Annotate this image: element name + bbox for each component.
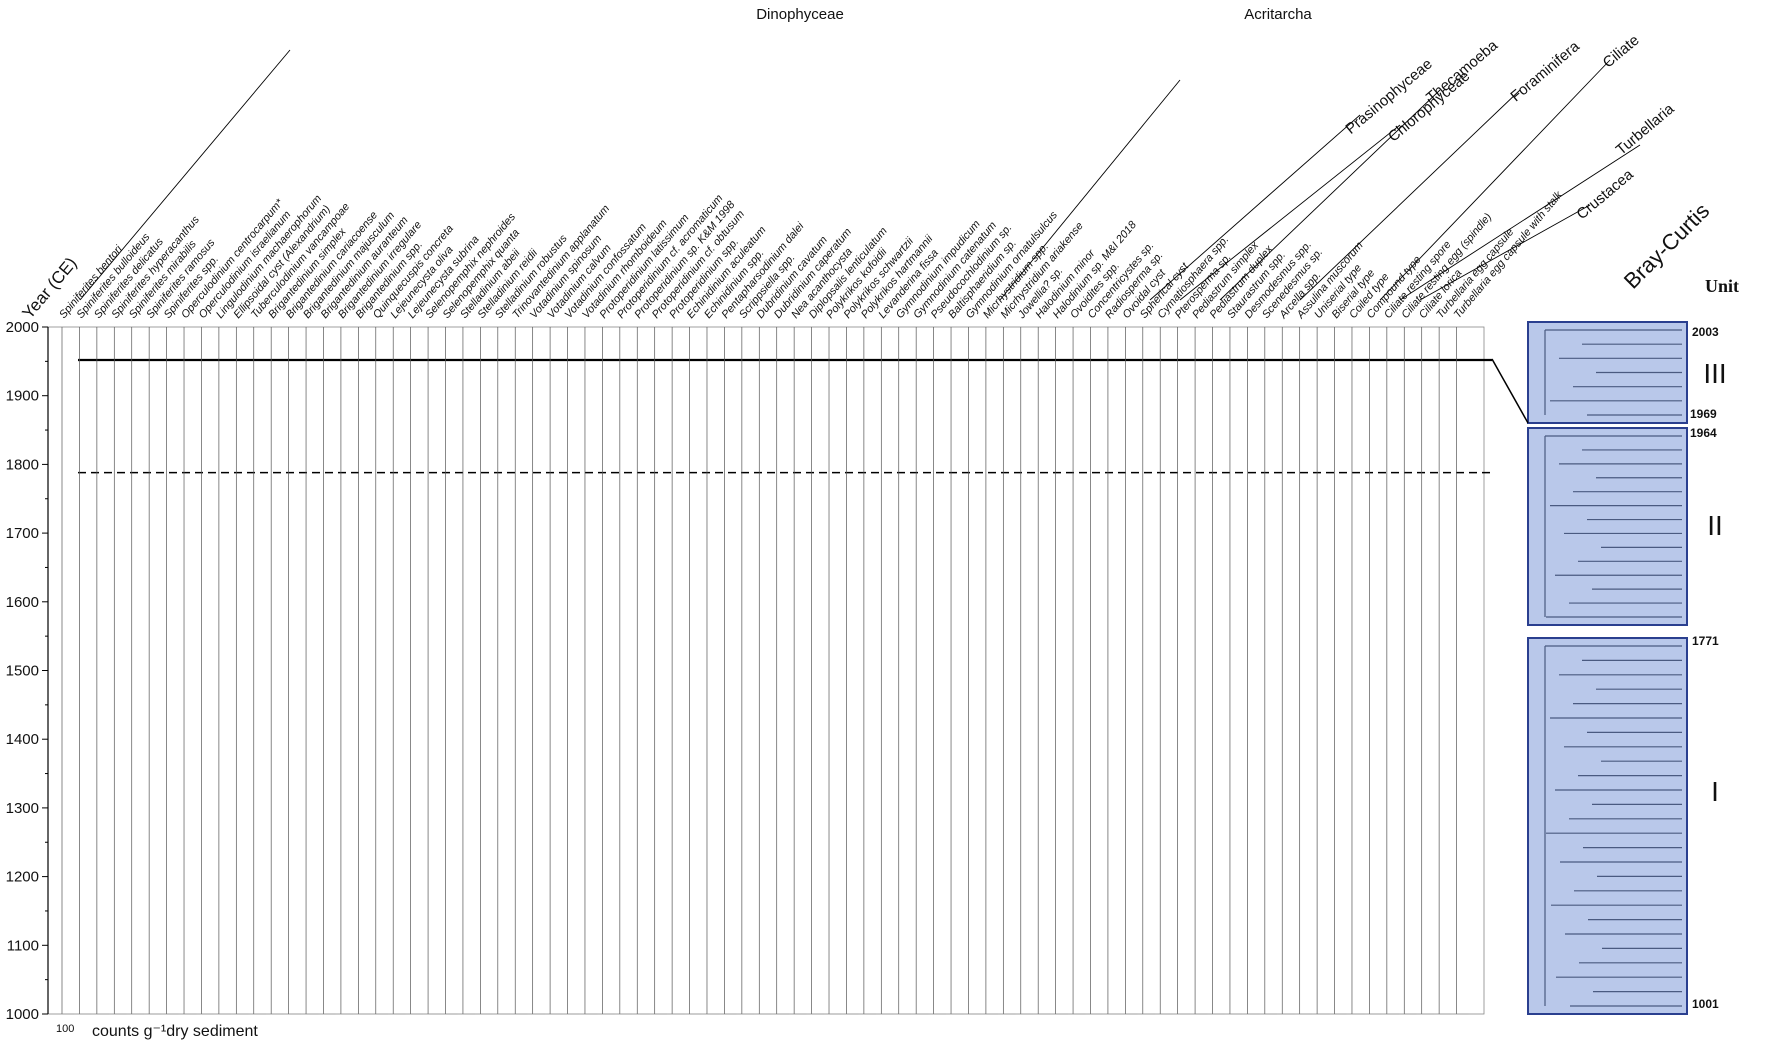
taxon-label: Turbellaria egg capsule with stalk — [1452, 189, 1566, 321]
unit-header: Unit — [1705, 276, 1739, 296]
group-label: Ciliate — [1600, 32, 1643, 72]
group-label: Crustacea — [1573, 166, 1637, 223]
group-divider — [1399, 144, 1641, 301]
unit-label: III — [1703, 358, 1726, 389]
bound-label: 1969 — [1690, 407, 1717, 421]
group-label: Turbellaria — [1613, 100, 1678, 159]
unit-label: II — [1707, 510, 1723, 541]
group-divider — [1149, 114, 1361, 301]
y-tick-label: 1400 — [6, 731, 39, 748]
y-tick-label: 1900 — [6, 388, 39, 405]
bound-label: 1771 — [1692, 634, 1719, 648]
y-tick-label: 1200 — [6, 869, 39, 886]
y-tick-label: 2000 — [6, 319, 39, 336]
bound-label: 1964 — [1690, 426, 1717, 440]
y-tick-label: 1500 — [6, 663, 39, 680]
group-label: Thecamoeba — [1423, 36, 1502, 106]
group-divider — [1299, 89, 1521, 301]
y-tick-label: 1000 — [6, 1006, 39, 1023]
group-divider — [1379, 59, 1611, 301]
bound-label: 1001 — [1692, 997, 1719, 1011]
plot-frame — [47, 326, 1485, 1015]
connector — [1491, 358, 1529, 424]
group-divider — [79, 49, 291, 301]
y-tick-label: 1300 — [6, 800, 39, 817]
group-label: Dinophyceae — [756, 6, 844, 23]
group-label: Foraminifera — [1507, 38, 1583, 106]
cluster-panel — [1527, 637, 1688, 1015]
y-tick-label: 1100 — [7, 937, 39, 954]
cluster-title: Bray-Curtis — [1619, 198, 1714, 293]
y-tick-label: 1800 — [6, 456, 39, 473]
y-tick-label: 1600 — [6, 594, 39, 611]
group-divider — [1219, 89, 1441, 301]
scale-label: 100 — [56, 1023, 74, 1035]
group-divider — [999, 79, 1181, 301]
unit-caption: counts g⁻¹dry sediment — [92, 1023, 258, 1040]
group-divider — [1419, 204, 1591, 301]
group-divider — [1179, 124, 1401, 301]
bound-label: 2003 — [1692, 325, 1719, 339]
cluster-panel — [1527, 427, 1688, 626]
y-tick-label: 1700 — [6, 525, 39, 542]
group-label: Acritarcha — [1244, 6, 1312, 23]
group-label: Prasinophyceae — [1342, 55, 1435, 137]
unit-label: I — [1711, 776, 1719, 807]
